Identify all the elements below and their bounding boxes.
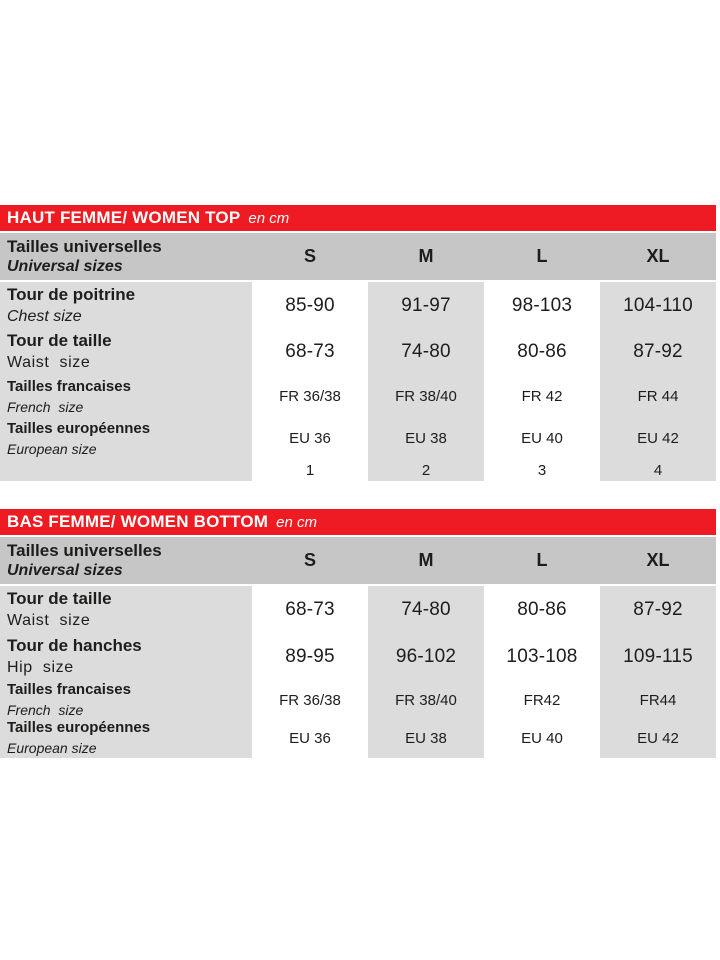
table-row-european-size: Tailles européennes European size EU 36 … bbox=[0, 718, 716, 758]
universal-sizes-label: Tailles universelles Universal sizes bbox=[0, 233, 252, 280]
size-cell: 80-86 bbox=[484, 329, 600, 375]
size-cell: 98-103 bbox=[484, 282, 600, 329]
size-cell: EU 40 bbox=[484, 718, 600, 758]
size-cell: 103-108 bbox=[484, 633, 600, 680]
table-row-hip: Tour de hanches Hip size 89-95 96-102 10… bbox=[0, 633, 716, 680]
size-cell: FR 42 bbox=[484, 375, 600, 418]
size-cell: 109-115 bbox=[600, 633, 716, 680]
women-top-table: HAUT FEMME/ WOMEN TOP en cm Tailles univ… bbox=[0, 205, 716, 481]
label-fr: Tailles universelles bbox=[7, 237, 162, 256]
size-cell: EU 42 bbox=[600, 718, 716, 758]
size-cell: 87-92 bbox=[600, 329, 716, 375]
unit-label: en cm bbox=[248, 209, 290, 227]
size-cell: 87-92 bbox=[600, 586, 716, 633]
size-cell: FR 38/40 bbox=[368, 680, 484, 720]
column-header-s: S bbox=[303, 246, 316, 266]
label-fr: Tailles européennes bbox=[7, 419, 151, 437]
table-title: BAS FEMME/ WOMEN BOTTOM bbox=[7, 512, 269, 531]
size-cell: EU 38 bbox=[368, 718, 484, 758]
table-row-waist: Tour de taille Waist size 68-73 74-80 80… bbox=[0, 329, 716, 375]
size-cell: 68-73 bbox=[252, 329, 368, 375]
table-row-chest: Tour de poitrine Chest size 85-90 91-97 … bbox=[0, 282, 716, 329]
label-fr: Tour de taille bbox=[7, 588, 112, 608]
size-cell: 74-80 bbox=[368, 329, 484, 375]
label-fr: Tailles francaises bbox=[7, 681, 131, 698]
label-en: European size bbox=[7, 740, 97, 756]
label-en: French size bbox=[7, 398, 84, 415]
women-bottom-table: BAS FEMME/ WOMEN BOTTOM en cm Tailles un… bbox=[0, 509, 716, 758]
label-en: Universal sizes bbox=[7, 258, 123, 275]
size-cell: 1 bbox=[252, 459, 368, 481]
size-cell: 4 bbox=[600, 459, 716, 481]
label-fr: Tour de taille bbox=[7, 331, 112, 350]
label-en: Chest size bbox=[7, 307, 82, 325]
column-header-m: M bbox=[418, 246, 434, 266]
size-cell: 74-80 bbox=[368, 586, 484, 633]
size-cell: EU 42 bbox=[600, 418, 716, 459]
size-cell: 89-95 bbox=[252, 633, 368, 680]
row-label: Tour de poitrine Chest size bbox=[0, 282, 252, 329]
women-bottom-title-bar: BAS FEMME/ WOMEN BOTTOM en cm bbox=[0, 509, 716, 535]
label-en: Waist size bbox=[7, 611, 91, 629]
size-cell: FR 38/40 bbox=[368, 375, 484, 418]
column-header-xl: XL bbox=[646, 550, 670, 570]
size-cell: FR44 bbox=[600, 680, 716, 720]
size-cell: 91-97 bbox=[368, 282, 484, 329]
size-cell: EU 36 bbox=[252, 418, 368, 459]
column-header-m: M bbox=[418, 550, 434, 570]
size-cell: 80-86 bbox=[484, 586, 600, 633]
size-cell: EU 40 bbox=[484, 418, 600, 459]
row-label: Tailles francaises French size bbox=[0, 375, 252, 418]
column-header-l: L bbox=[536, 246, 548, 266]
size-cell: FR 36/38 bbox=[252, 680, 368, 720]
label-en: Waist size bbox=[7, 354, 91, 371]
unit-label: en cm bbox=[276, 513, 318, 531]
women-top-title-bar: HAUT FEMME/ WOMEN TOP en cm bbox=[0, 205, 716, 231]
universal-sizes-label: Tailles universelles Universal sizes bbox=[0, 537, 252, 584]
size-cell: 68-73 bbox=[252, 586, 368, 633]
table-row-european-size: Tailles européennes European size EU 36 … bbox=[0, 418, 716, 459]
row-label: Tailles européennes European size bbox=[0, 718, 252, 758]
column-header-l: L bbox=[536, 550, 548, 570]
size-cell: EU 38 bbox=[368, 418, 484, 459]
table-body: Tour de taille Waist size 68-73 74-80 80… bbox=[0, 586, 716, 758]
size-cell: 104-110 bbox=[600, 282, 716, 329]
size-cell: FR42 bbox=[484, 680, 600, 720]
size-cell: FR 44 bbox=[600, 375, 716, 418]
label-en: European size bbox=[7, 440, 97, 457]
size-cell: EU 36 bbox=[252, 718, 368, 758]
row-label: Tour de hanches Hip size bbox=[0, 633, 252, 680]
size-cell: FR 36/38 bbox=[252, 375, 368, 418]
label-en: Universal sizes bbox=[7, 562, 123, 579]
size-cell: 3 bbox=[484, 459, 600, 481]
column-header-s: S bbox=[303, 550, 316, 570]
row-label: Tour de taille Waist size bbox=[0, 586, 252, 633]
size-header-row: Tailles universelles Universal sizes S M… bbox=[0, 537, 716, 584]
label-fr: Tour de poitrine bbox=[7, 284, 136, 304]
label-fr: Tailles francaises bbox=[7, 377, 131, 395]
table-title: HAUT FEMME/ WOMEN TOP bbox=[7, 208, 241, 227]
row-label bbox=[0, 459, 252, 481]
table-row-french-size: Tailles francaises French size FR 36/38 … bbox=[0, 375, 716, 418]
table-row-french-size: Tailles francaises French size FR 36/38 … bbox=[0, 680, 716, 720]
table-body: Tour de poitrine Chest size 85-90 91-97 … bbox=[0, 282, 716, 481]
size-cell: 2 bbox=[368, 459, 484, 481]
label-fr: Tour de hanches bbox=[7, 635, 142, 655]
label-fr: Tailles européennes bbox=[7, 719, 151, 736]
row-label: Tailles européennes European size bbox=[0, 418, 252, 459]
row-label: Tour de taille Waist size bbox=[0, 329, 252, 375]
column-header-xl: XL bbox=[646, 246, 670, 266]
label-en: Hip size bbox=[7, 658, 74, 676]
size-cell: 85-90 bbox=[252, 282, 368, 329]
row-label: Tailles francaises French size bbox=[0, 680, 252, 720]
table-row-waist: Tour de taille Waist size 68-73 74-80 80… bbox=[0, 586, 716, 633]
table-row-size-number: 1 2 3 4 bbox=[0, 459, 716, 481]
label-fr: Tailles universelles bbox=[7, 541, 162, 560]
size-cell: 96-102 bbox=[368, 633, 484, 680]
label-en: French size bbox=[7, 702, 84, 718]
size-header-row: Tailles universelles Universal sizes S M… bbox=[0, 233, 716, 280]
